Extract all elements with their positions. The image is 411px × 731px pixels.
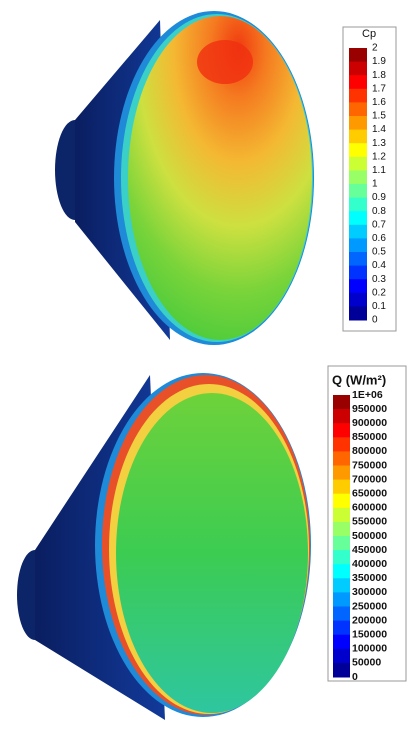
q-title: Q (W/m²)	[332, 372, 386, 387]
color-swatch	[333, 423, 350, 438]
legend-label: 800000	[352, 445, 387, 457]
color-swatch	[349, 75, 367, 90]
cp-title: Cp	[362, 28, 376, 40]
legend-label: 2	[372, 43, 378, 54]
color-swatch	[333, 493, 350, 509]
color-swatch	[333, 620, 350, 636]
legend-label: 1E+06	[352, 389, 383, 401]
color-swatch	[349, 279, 367, 294]
color-swatch	[349, 211, 367, 226]
color-swatch	[333, 507, 350, 523]
color-swatch	[349, 292, 367, 307]
legend-label: 0.4	[372, 260, 386, 271]
legend-label: 1.7	[372, 83, 386, 94]
color-swatch	[333, 564, 350, 579]
color-swatch	[333, 451, 350, 466]
legend-label: 1.9	[372, 56, 386, 67]
q-render	[17, 373, 311, 720]
legend-label: 0.8	[372, 206, 386, 217]
legend-label: 0.1	[372, 301, 386, 312]
legend-label: 1	[372, 179, 378, 190]
legend-label: 50000	[352, 657, 381, 669]
color-swatch	[333, 578, 350, 593]
color-swatch	[333, 634, 350, 650]
color-swatch	[333, 648, 350, 664]
color-swatch	[349, 102, 367, 117]
legend-label: 300000	[352, 586, 387, 598]
legend-label: 0	[352, 671, 358, 683]
legend-label: 1.8	[372, 70, 386, 81]
color-swatch	[349, 48, 367, 63]
color-swatch	[349, 184, 367, 199]
legend-label: 100000	[352, 643, 387, 655]
color-swatch	[333, 521, 350, 537]
legend-label: 400000	[352, 558, 387, 570]
legend-label: 550000	[352, 516, 387, 528]
legend-label: 900000	[352, 417, 387, 429]
color-swatch	[349, 306, 367, 321]
color-swatch	[333, 437, 350, 452]
legend-label: 1.4	[372, 124, 386, 135]
legend-label: 350000	[352, 572, 387, 584]
legend-label: 500000	[352, 530, 387, 542]
color-swatch	[349, 224, 367, 239]
color-swatch	[349, 143, 367, 158]
color-swatch	[333, 550, 350, 565]
legend-label: 0.7	[372, 219, 386, 230]
color-swatch	[349, 156, 367, 171]
cp-render	[55, 11, 314, 345]
legend-label: 1.5	[372, 111, 386, 122]
color-swatch	[349, 252, 367, 267]
legend-label: 850000	[352, 431, 387, 443]
legend-label: 1.6	[372, 97, 386, 108]
legend-label: 700000	[352, 473, 387, 485]
legend-label: 450000	[352, 544, 387, 556]
legend-label: 750000	[352, 459, 387, 471]
legend-label: 650000	[352, 487, 387, 499]
color-swatch	[333, 662, 350, 678]
color-swatch	[349, 116, 367, 131]
legend-label: 150000	[352, 628, 387, 640]
color-swatch	[349, 265, 367, 280]
color-swatch	[333, 395, 350, 410]
color-swatch	[333, 536, 350, 551]
color-swatch	[333, 592, 350, 607]
color-swatch	[349, 61, 367, 76]
legend-label: 0.6	[372, 233, 386, 244]
legend-label: 0.2	[372, 287, 386, 298]
color-swatch	[349, 88, 367, 103]
legend-label: 1.3	[372, 138, 386, 149]
legend-label: 950000	[352, 403, 387, 415]
legend-label: 0.9	[372, 192, 386, 203]
legend-label: 0.3	[372, 274, 386, 285]
color-swatch	[333, 606, 350, 622]
legend-label: 1.2	[372, 151, 386, 162]
color-swatch	[333, 465, 350, 481]
color-swatch	[349, 129, 367, 144]
color-swatch	[333, 479, 350, 495]
color-swatch	[349, 170, 367, 185]
legend-label: 0	[372, 315, 378, 326]
legend-label: 200000	[352, 614, 387, 626]
legend-label: 0.5	[372, 247, 386, 258]
color-swatch	[349, 238, 367, 253]
legend-label: 600000	[352, 502, 387, 514]
color-swatch	[349, 197, 367, 212]
legend-label: 1.1	[372, 165, 386, 176]
color-swatch	[333, 409, 350, 424]
legend-label: 250000	[352, 600, 387, 612]
